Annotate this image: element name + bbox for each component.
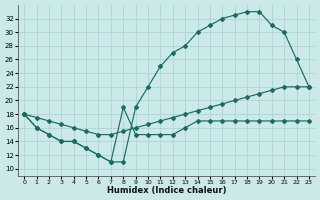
X-axis label: Humidex (Indice chaleur): Humidex (Indice chaleur) [107, 186, 226, 195]
